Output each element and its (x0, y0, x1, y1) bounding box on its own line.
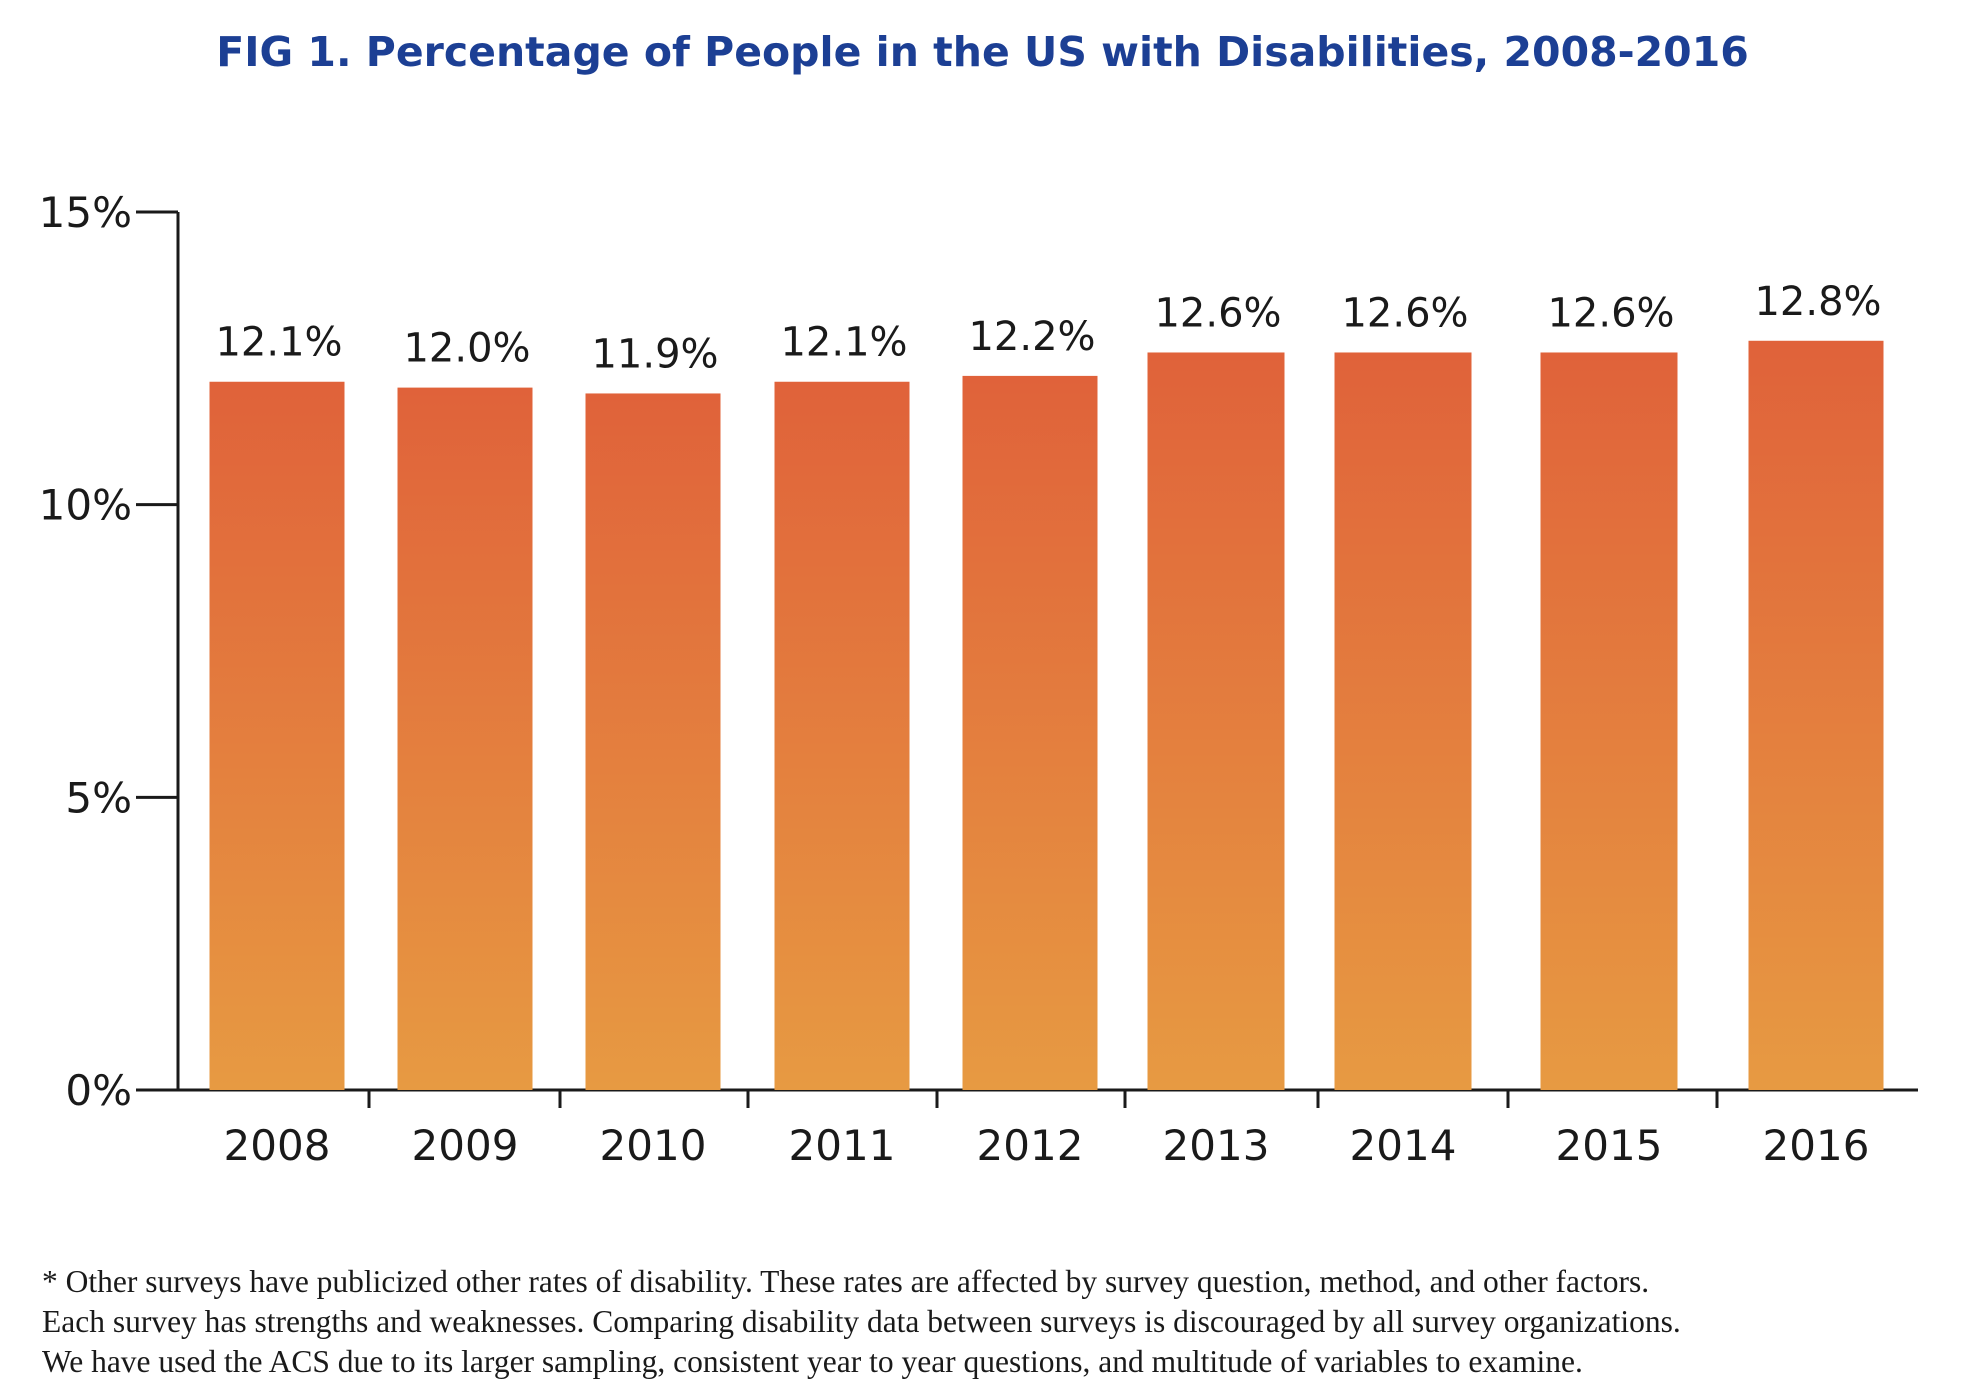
data-label: 12.1% (215, 320, 342, 366)
y-tick-label: 15% (39, 188, 132, 237)
data-label: 12.2% (968, 314, 1095, 360)
bar (962, 375, 1098, 1091)
bar (774, 381, 910, 1090)
x-tick-label: 2013 (1163, 1121, 1270, 1170)
footnote-line: Each survey has strengths and weaknesses… (42, 1304, 1681, 1339)
bar-chart: 0%5%10%15% 12.1%200812.0%200911.9%201012… (39, 188, 1918, 1170)
footnote-line: * Other surveys have publicized other ra… (42, 1264, 1650, 1299)
data-label: 12.0% (403, 326, 530, 372)
y-tick-label: 0% (65, 1066, 132, 1115)
y-tick-label: 5% (65, 773, 132, 822)
bar (1748, 340, 1884, 1091)
data-label: 12.1% (780, 320, 907, 366)
footnote: * Other surveys have publicized other ra… (42, 1262, 1932, 1382)
data-label: 12.6% (1341, 290, 1468, 336)
x-tick-label: 2011 (789, 1121, 896, 1170)
data-label: 11.9% (591, 331, 718, 377)
bars (209, 340, 1884, 1091)
x-tick-label: 2009 (412, 1121, 519, 1170)
data-label: 12.8% (1754, 279, 1881, 325)
y-tick-label: 10% (39, 481, 132, 530)
data-label: 12.6% (1154, 290, 1281, 336)
bar (585, 393, 721, 1090)
bar (1147, 352, 1285, 1091)
x-tick-label: 2016 (1763, 1121, 1870, 1170)
x-tick-label: 2008 (224, 1121, 331, 1170)
x-tick-label: 2012 (977, 1121, 1084, 1170)
x-tick-label: 2010 (600, 1121, 707, 1170)
data-label: 12.6% (1547, 290, 1674, 336)
bar (209, 381, 345, 1090)
footnote-line: We have used the ACS due to its larger s… (42, 1344, 1583, 1379)
x-tick-label: 2014 (1350, 1121, 1457, 1170)
chart-title: FIG 1. Percentage of People in the US wi… (216, 28, 1749, 76)
labels: 12.1% 2008 12.0% 2009 11.9% 2010 12.1% 2011 12.2… (215, 279, 1881, 1170)
x-tick-label: 2015 (1556, 1121, 1663, 1170)
bar (1540, 352, 1678, 1091)
bar (397, 387, 533, 1091)
bar (1334, 352, 1472, 1091)
